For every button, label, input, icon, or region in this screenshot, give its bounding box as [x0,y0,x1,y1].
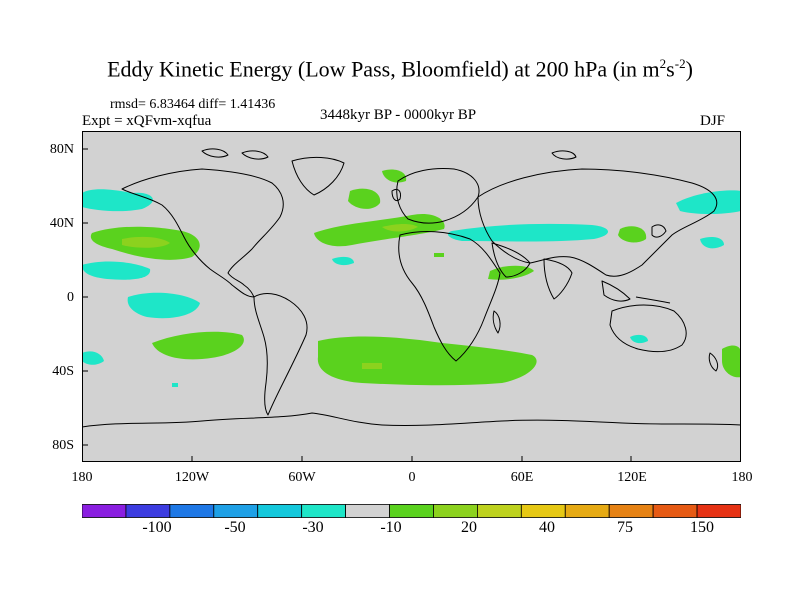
coast-north-america [121,168,284,298]
colorbar-box-1 [125,504,171,518]
coast-south-america [253,293,308,416]
field-nw-pacific-negative [676,190,741,214]
rmsd-diff-text: rmsd= 6.83464 diff= 1.41436 [110,97,276,112]
season-label: DJF [700,113,726,129]
map-background [82,131,741,462]
lat-label-eq: 0 [67,290,74,305]
coast-africa [398,231,501,362]
field-ne-pacific-negative [82,261,151,280]
map-ticks [82,148,632,462]
field-asian-jet-negative [447,223,609,242]
field-tropical-pacific-negative [127,292,200,319]
colorbar-label-neg100: -100 [142,519,172,536]
field-sw-pacific-negative [82,351,104,365]
colorbar-box-10 [520,504,566,518]
colorbar [82,504,741,518]
colorbar-box-3 [213,504,259,518]
lon-label-120w: 120W [174,470,210,485]
coast-arctic-island-3 [551,150,577,160]
coast-indonesia [601,280,631,302]
lat-label-80s: 80S [52,438,74,453]
colorbar-box-0 [82,504,127,518]
field-north-atlantic-positive [348,188,381,209]
colorbar-box-2 [169,504,215,518]
colorbar-box-12 [608,504,654,518]
coast-antarctica [82,412,741,428]
field-atlantic-small-negative [332,256,354,266]
colorbar-label-20: 20 [461,519,477,536]
field-mediterranean-positive [314,213,445,247]
lat-label-40s: 40S [52,364,74,379]
lon-label-180w: 180 [71,470,93,485]
coastlines [82,148,741,428]
period-label: 3448kyr BP - 0000kyr BP [320,107,477,123]
colorbar-box-7 [389,504,434,518]
colorbar-label-75: 75 [617,519,633,536]
field-small-positive [434,253,444,257]
coast-asia [477,168,718,277]
lon-label-60w: 60W [288,470,316,485]
field-japan-positive [618,226,647,243]
colorbar-label-neg30: -30 [302,519,324,536]
colorbar-box-4 [257,504,303,518]
colorbar-box-13 [652,504,698,518]
field-southern-ocean-core [362,363,382,369]
field-south-pacific-positive [152,331,244,360]
field-mediterranean-core [382,224,418,232]
colorbar-box-9 [476,504,522,518]
colorbar-box-8 [433,504,478,518]
field-se-australia-positive [722,345,741,378]
coast-arctic-island-2 [241,150,269,160]
field-pacific-jet-core [122,236,170,248]
coast-japan [651,224,667,238]
colorbar-box-5 [301,504,346,518]
colorbar-box-6 [345,504,390,518]
coast-madagascar [492,310,501,334]
lat-label-40n: 40N [49,216,74,231]
map-panel [82,131,741,462]
field-australia-negative [630,334,648,344]
coast-india [543,258,573,300]
colorbar-label-40: 40 [539,519,555,536]
colorbar-box-11 [564,504,610,518]
lon-label-0: 0 [408,470,416,485]
coast-new-zealand [708,352,719,372]
field-north-pacific-small-negative [700,237,724,249]
lat-label-80n: 80N [49,142,74,157]
colorbar-label-neg50: -50 [224,519,246,536]
anomaly-fields [82,169,741,387]
colorbar-label-150: 150 [690,519,714,536]
colorbar-label-neg10: -10 [380,519,402,536]
coast-british-isles [391,188,401,202]
coast-australia [609,304,687,353]
lon-label-180e: 180 [731,470,753,485]
lon-label-60e: 60E [510,470,534,485]
field-small-negative [172,383,178,387]
plot-title: Eddy Kinetic Energy (Low Pass, Bloomfiel… [107,56,693,82]
field-southern-ocean-positive [317,336,537,386]
coast-arabia [491,242,531,278]
experiment-label: Expt = xQFvm-xqfua [82,113,212,129]
coast-new-guinea [635,296,671,304]
colorbar-box-14 [696,504,741,518]
coast-arctic-island-1 [201,148,229,158]
coast-europe [396,168,480,224]
lon-label-120e: 120E [617,470,647,485]
coast-greenland [291,156,345,196]
